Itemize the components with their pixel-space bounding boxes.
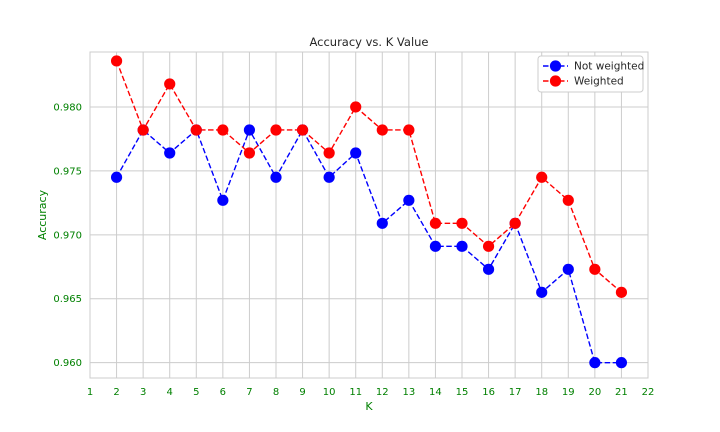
- data-point-weighted: [270, 124, 282, 136]
- data-point-not-weighted: [536, 286, 548, 298]
- x-tick-label: 16: [482, 387, 495, 398]
- x-tick-label: 12: [376, 387, 389, 398]
- legend-marker: [549, 60, 562, 72]
- y-tick-label: 0.970: [53, 230, 82, 241]
- x-tick-label: 19: [562, 387, 575, 398]
- x-tick-label: 4: [167, 387, 173, 398]
- data-point-weighted: [164, 78, 176, 90]
- x-tick-label: 9: [299, 387, 305, 398]
- x-tick-label: 15: [456, 387, 469, 398]
- data-point-weighted: [429, 217, 442, 229]
- data-point-weighted: [509, 217, 521, 229]
- data-point-weighted: [137, 124, 149, 136]
- data-point-weighted: [403, 124, 415, 136]
- data-point-weighted: [217, 124, 229, 136]
- y-axis-label: Accuracy: [36, 189, 49, 240]
- x-tick-label: 3: [140, 387, 146, 398]
- x-tick-label: 11: [349, 387, 362, 398]
- x-tick-label: 1: [87, 387, 93, 398]
- x-tick-label: 14: [429, 387, 442, 398]
- y-tick-label: 0.965: [53, 294, 82, 305]
- plot-frame: [89, 51, 649, 379]
- data-point-weighted: [110, 55, 123, 67]
- data-point-not-weighted: [350, 147, 362, 159]
- x-tick-label: 5: [193, 387, 199, 398]
- data-point-weighted: [536, 171, 548, 183]
- series-group: [110, 55, 628, 369]
- x-tick-label: 18: [535, 387, 548, 398]
- data-point-weighted: [323, 147, 335, 159]
- chart-title: Accuracy vs. K Value: [309, 35, 428, 49]
- data-point-not-weighted: [482, 263, 495, 275]
- data-point-weighted: [482, 240, 495, 252]
- legend-label: Weighted: [574, 76, 624, 88]
- data-point-not-weighted: [110, 171, 123, 183]
- x-tick-label: 21: [615, 387, 628, 398]
- data-point-weighted: [589, 263, 601, 275]
- data-point-not-weighted: [217, 194, 229, 206]
- data-point-not-weighted: [270, 171, 282, 183]
- data-point-not-weighted: [456, 240, 468, 252]
- legend-label: Not weighted: [574, 61, 644, 73]
- data-point-weighted: [243, 147, 256, 159]
- data-point-not-weighted: [562, 263, 574, 275]
- x-tick-label: 13: [402, 387, 415, 398]
- legend-box: [537, 55, 644, 93]
- data-point-weighted: [615, 286, 628, 298]
- data-point-not-weighted: [589, 357, 601, 369]
- y-tick-label: 0.980: [53, 102, 82, 113]
- x-tick-label: 20: [588, 387, 601, 398]
- x-tick-label: 2: [113, 387, 119, 398]
- x-tick-label: 22: [642, 387, 655, 398]
- data-point-not-weighted: [615, 357, 628, 369]
- x-tick-labels: 1 2 3 4 5 6 7 8 9 10 11 12 13 14 15 16 17 18 19 20 21 22: [87, 387, 655, 398]
- data-point-not-weighted: [403, 194, 415, 206]
- data-point-not-weighted: [376, 217, 388, 229]
- data-point-weighted: [350, 101, 362, 113]
- x-tick-label: 17: [509, 387, 522, 398]
- y-tick-label: 0.960: [53, 358, 82, 369]
- data-point-not-weighted: [243, 124, 256, 136]
- x-tick-label: 7: [246, 387, 252, 398]
- x-tick-label: 10: [323, 387, 336, 398]
- legend-item-not-weighted: Not weighted: [543, 60, 644, 73]
- data-point-weighted: [562, 194, 574, 206]
- legend: Not weighted Weighted: [537, 55, 644, 93]
- data-point-not-weighted: [323, 171, 335, 183]
- data-point-weighted: [376, 124, 388, 136]
- legend-marker: [549, 75, 562, 87]
- y-tick-labels: 0.960 0.965 0.970 0.975 0.980: [53, 102, 82, 369]
- data-point-weighted: [190, 124, 202, 136]
- data-point-not-weighted: [164, 147, 176, 159]
- data-point-weighted: [456, 217, 468, 229]
- data-point-weighted: [296, 124, 309, 136]
- plot-area: [90, 52, 648, 378]
- y-tick-label: 0.975: [53, 166, 82, 177]
- x-tick-label: 6: [220, 387, 226, 398]
- x-tick-label: 8: [273, 387, 279, 398]
- data-point-not-weighted: [429, 240, 442, 252]
- series-weighted: [110, 55, 628, 298]
- series-line-not-weighted: [115, 128, 622, 364]
- legend-item-weighted: Weighted: [543, 75, 624, 88]
- x-axis-label: K: [365, 400, 373, 413]
